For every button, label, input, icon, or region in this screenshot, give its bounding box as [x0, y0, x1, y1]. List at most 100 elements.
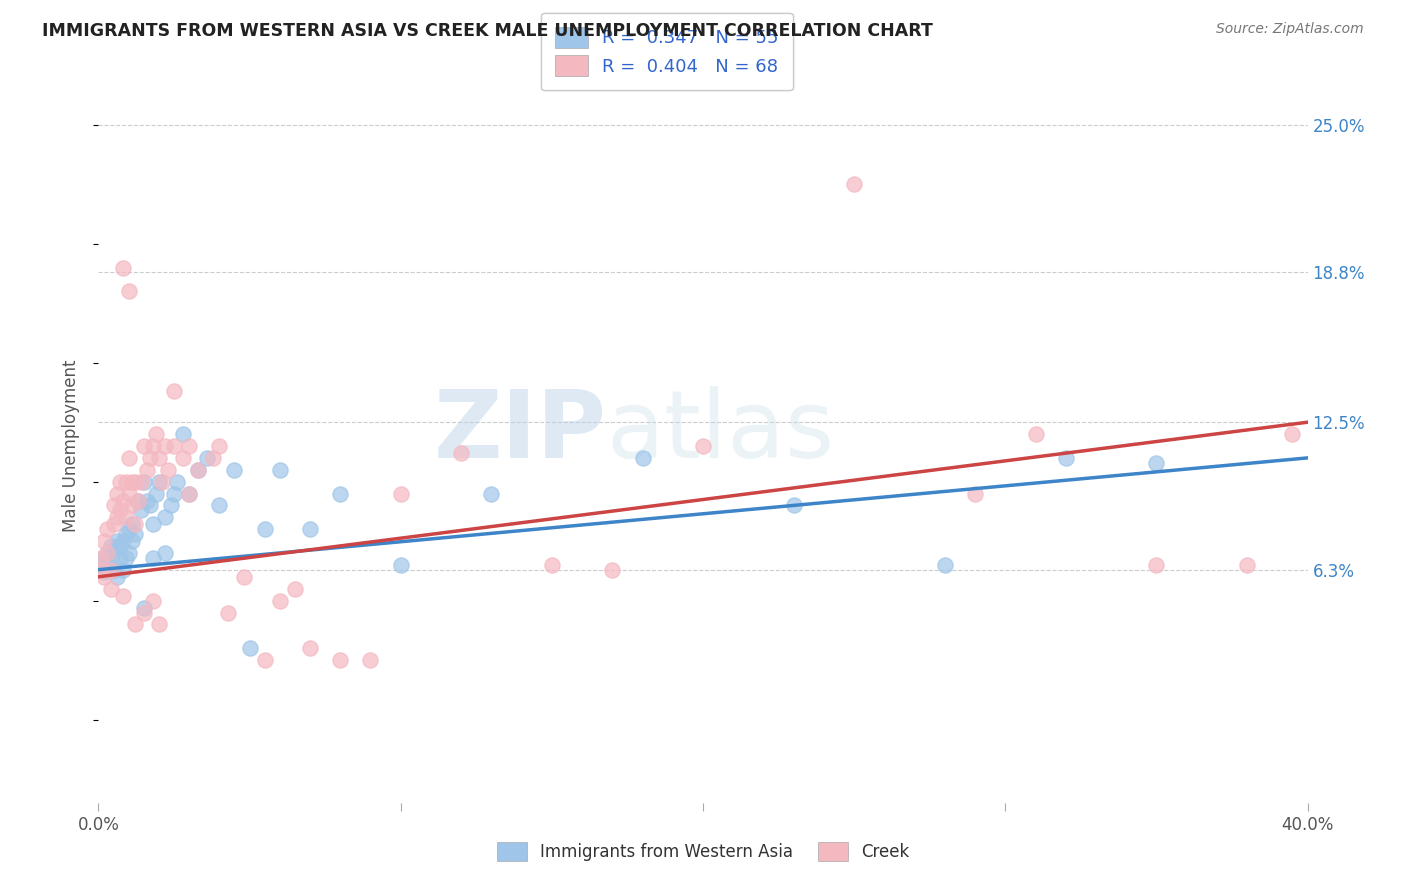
Point: [114, 550, 136, 565]
Point: [111, 534, 134, 549]
Point: [105, 510, 128, 524]
Point: [114, 510, 136, 524]
Point: [389, 558, 412, 572]
Point: [145, 486, 167, 500]
Point: [153, 510, 176, 524]
Point: [103, 541, 125, 556]
Point: [172, 427, 194, 442]
Point: [139, 499, 162, 513]
Point: [481, 486, 503, 500]
Point: [389, 486, 412, 500]
Point: [103, 563, 125, 577]
Point: [153, 546, 176, 560]
Point: [105, 534, 128, 549]
Point: [269, 593, 291, 607]
Point: [602, 563, 624, 577]
Point: [163, 439, 186, 453]
Point: [90, 550, 112, 565]
Point: [100, 563, 122, 577]
Text: Source: ZipAtlas.com: Source: ZipAtlas.com: [1216, 22, 1364, 37]
Point: [163, 384, 186, 399]
Point: [142, 550, 165, 565]
Point: [93, 570, 115, 584]
Point: [118, 546, 141, 560]
Point: [124, 617, 146, 632]
Point: [1024, 427, 1046, 442]
Point: [93, 534, 115, 549]
Point: [121, 534, 143, 549]
Point: [135, 463, 157, 477]
Point: [329, 486, 352, 500]
Point: [163, 486, 186, 500]
Point: [145, 427, 167, 442]
Y-axis label: Male Unemployment: Male Unemployment: [62, 359, 80, 533]
Point: [132, 600, 155, 615]
Point: [1054, 450, 1077, 465]
Point: [118, 285, 141, 299]
Point: [108, 503, 131, 517]
Point: [179, 439, 201, 453]
Point: [121, 499, 143, 513]
Point: [142, 517, 165, 532]
Point: [540, 558, 562, 572]
Point: [111, 589, 134, 603]
Point: [187, 463, 209, 477]
Point: [139, 450, 162, 465]
Point: [160, 499, 183, 513]
Point: [631, 450, 654, 465]
Point: [127, 493, 149, 508]
Point: [114, 527, 136, 541]
Text: ZIP: ZIP: [433, 385, 606, 478]
Point: [166, 475, 188, 489]
Point: [217, 606, 239, 620]
Point: [1144, 456, 1167, 470]
Point: [360, 653, 382, 667]
Point: [124, 517, 146, 532]
Point: [111, 493, 134, 508]
Point: [450, 446, 472, 460]
Point: [124, 527, 146, 541]
Point: [232, 570, 254, 584]
Point: [965, 486, 987, 500]
Point: [329, 653, 352, 667]
Point: [100, 582, 122, 596]
Point: [1281, 427, 1303, 442]
Point: [156, 463, 179, 477]
Point: [108, 475, 131, 489]
Point: [844, 178, 866, 192]
Point: [208, 499, 231, 513]
Point: [124, 475, 146, 489]
Point: [195, 450, 218, 465]
Point: [129, 503, 152, 517]
Point: [299, 522, 322, 536]
Point: [142, 593, 165, 607]
Point: [208, 439, 231, 453]
Point: [96, 522, 118, 536]
Point: [1236, 558, 1258, 572]
Legend: Immigrants from Western Asia, Creek: Immigrants from Western Asia, Creek: [484, 829, 922, 875]
Point: [1144, 558, 1167, 572]
Point: [150, 475, 173, 489]
Point: [142, 439, 165, 453]
Point: [103, 517, 125, 532]
Point: [108, 550, 131, 565]
Point: [100, 550, 122, 565]
Point: [224, 463, 246, 477]
Point: [284, 582, 307, 596]
Point: [132, 439, 155, 453]
Point: [299, 641, 322, 656]
Point: [93, 550, 115, 565]
Point: [127, 493, 149, 508]
Point: [148, 450, 170, 465]
Point: [111, 260, 134, 275]
Legend: R =  0.347   N = 55, R =  0.404   N = 68: R = 0.347 N = 55, R = 0.404 N = 68: [540, 12, 793, 90]
Point: [129, 475, 152, 489]
Point: [153, 439, 176, 453]
Point: [90, 563, 112, 577]
Point: [103, 499, 125, 513]
Point: [118, 522, 141, 536]
Point: [172, 450, 194, 465]
Point: [105, 570, 128, 584]
Point: [135, 493, 157, 508]
Point: [121, 517, 143, 532]
